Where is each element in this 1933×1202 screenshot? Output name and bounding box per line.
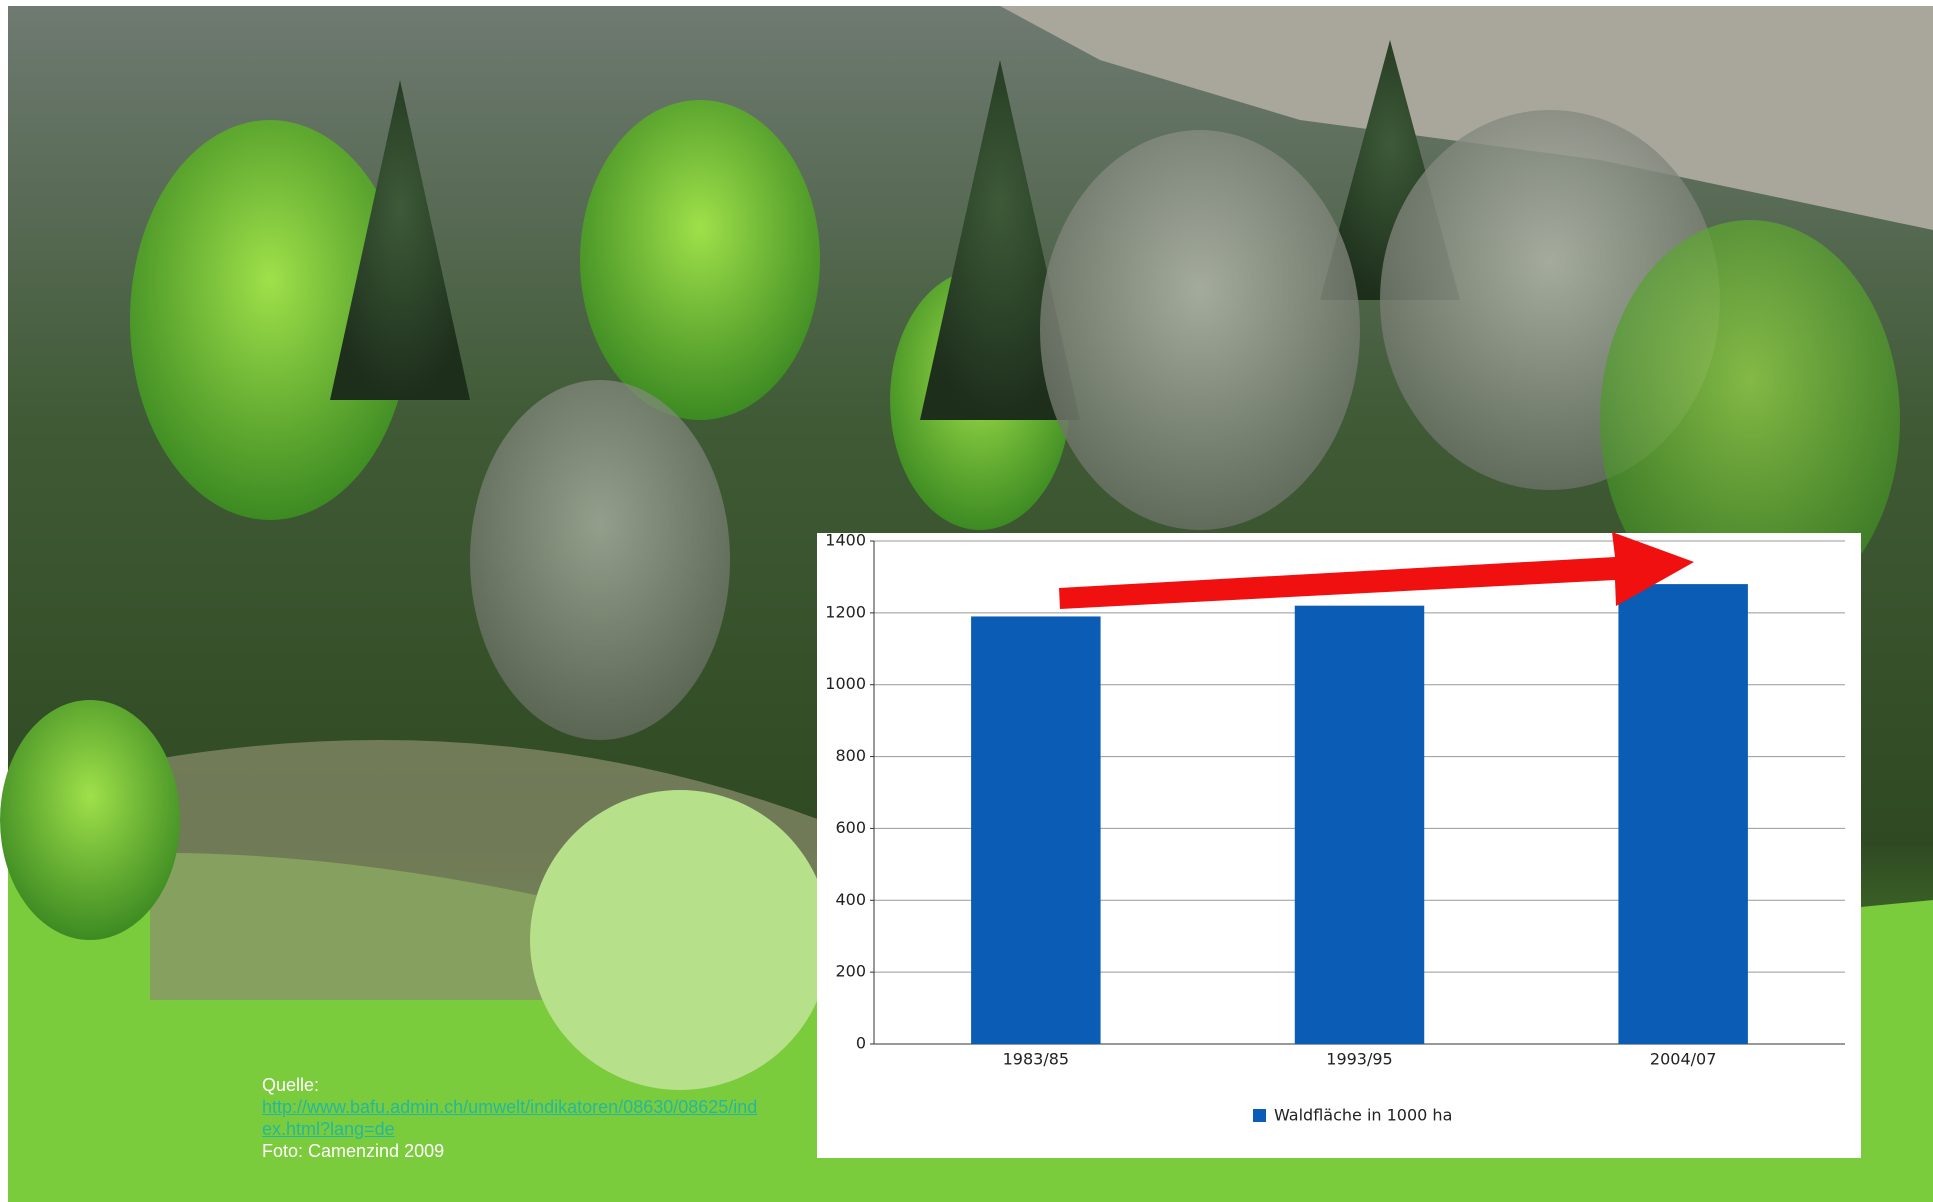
y-tick-label: 400: [835, 890, 866, 909]
bar: [1618, 584, 1747, 1044]
legend-label: Waldfläche in 1000 ha: [1274, 1106, 1452, 1125]
y-tick-label: 200: [835, 962, 866, 981]
x-tick-label: 1993/95: [1326, 1050, 1392, 1069]
source-link[interactable]: http://www.bafu.admin.ch/umwelt/indikato…: [262, 1096, 762, 1140]
y-tick-label: 600: [835, 818, 866, 837]
y-tick-label: 1200: [825, 602, 866, 621]
y-tick-label: 1400: [825, 531, 866, 550]
chart: 0 200 400 600 800 1000 1200 1400 1983/85 1993/95 2…: [825, 531, 1845, 1125]
photo-credit: Foto: Camenzind 2009: [262, 1140, 762, 1162]
x-tick-label: 2004/07: [1650, 1050, 1716, 1069]
page: 0 200 400 600 800 1000 1200 1400 1983/85 1993/95 2…: [0, 0, 1933, 1202]
y-tick-label: 0: [856, 1034, 866, 1053]
slide: 0 200 400 600 800 1000 1200 1400 1983/85 1993/95 2…: [0, 0, 1933, 1202]
y-tick-label: 1000: [825, 674, 866, 693]
caption: Quelle: http://www.bafu.admin.ch/umwelt/…: [262, 1074, 762, 1162]
legend-swatch: [1253, 1109, 1266, 1122]
x-tick-label: 1983/85: [1003, 1050, 1069, 1069]
source-label: Quelle:: [262, 1074, 762, 1096]
y-tick-label: 800: [835, 746, 866, 765]
bar: [971, 616, 1100, 1044]
bar: [1295, 606, 1424, 1044]
